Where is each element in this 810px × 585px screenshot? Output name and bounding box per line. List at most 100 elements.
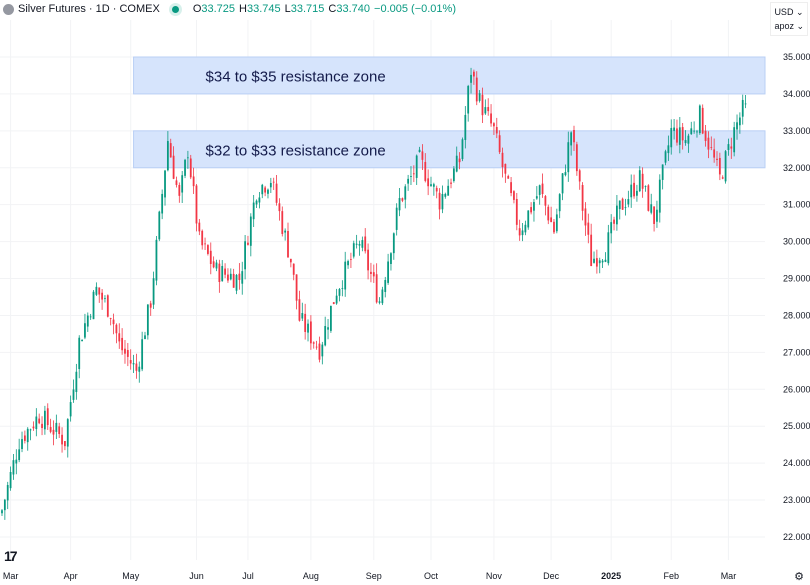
x-tick-label: Sep bbox=[366, 571, 382, 581]
candle-body bbox=[435, 187, 438, 192]
candle-body bbox=[224, 268, 226, 275]
y-tick-label: 35.000 bbox=[783, 52, 810, 62]
candle-body bbox=[604, 259, 607, 262]
candle-body bbox=[613, 219, 615, 224]
candle-body bbox=[581, 185, 584, 211]
unit-dropdown[interactable]: apoz ⌄ bbox=[774, 21, 804, 31]
candle-body bbox=[401, 198, 404, 201]
candle-body bbox=[601, 260, 604, 263]
candle-body bbox=[587, 222, 590, 235]
candle-body bbox=[452, 168, 455, 182]
candle-body bbox=[61, 434, 63, 445]
candle-body bbox=[630, 184, 633, 198]
candle-body bbox=[238, 273, 241, 281]
candle-body bbox=[144, 335, 146, 340]
candle-body bbox=[241, 271, 244, 284]
x-tick-label: Jun bbox=[189, 571, 204, 581]
candle-body bbox=[350, 259, 352, 260]
candle-body bbox=[741, 99, 744, 117]
candle-body bbox=[713, 149, 716, 158]
candle-body bbox=[204, 243, 206, 245]
symbol-title[interactable]: Silver Futures · 1D · COMEX bbox=[18, 3, 160, 15]
candle-body bbox=[704, 130, 707, 141]
currency-dropdown[interactable]: USD ⌄ bbox=[774, 7, 804, 17]
candle-body bbox=[407, 178, 410, 184]
y-tick-label: 27.000 bbox=[783, 347, 810, 357]
candle-body bbox=[378, 301, 381, 303]
candle-body bbox=[513, 191, 515, 200]
candle-body bbox=[258, 197, 261, 203]
candle-body bbox=[149, 303, 152, 308]
candle-body bbox=[693, 130, 696, 132]
candle-body bbox=[421, 151, 424, 160]
candle-body bbox=[35, 416, 38, 430]
resistance-zone bbox=[133, 56, 766, 95]
x-tick-label: Aug bbox=[303, 571, 319, 581]
candle-body bbox=[490, 113, 492, 124]
candle-body bbox=[644, 186, 647, 187]
candle-body bbox=[467, 85, 470, 114]
candle-body bbox=[41, 423, 43, 429]
candle-body bbox=[81, 340, 83, 342]
candle-body bbox=[664, 151, 667, 163]
candle-body bbox=[633, 182, 635, 197]
candle-body bbox=[232, 273, 235, 288]
candle-body bbox=[38, 418, 41, 424]
candle-body bbox=[610, 222, 613, 234]
candle-body bbox=[289, 258, 292, 263]
candle-body bbox=[192, 176, 195, 187]
candle-body bbox=[641, 173, 644, 189]
tradingview-logo[interactable]: 17 bbox=[4, 548, 18, 564]
candle-body bbox=[69, 402, 72, 417]
candle-body bbox=[404, 186, 407, 200]
candle-body bbox=[395, 207, 398, 230]
x-tick-label: Apr bbox=[64, 571, 78, 581]
candle-body bbox=[247, 242, 249, 245]
candle-body bbox=[475, 77, 478, 102]
candle-body bbox=[398, 198, 401, 211]
candle-body bbox=[66, 419, 69, 447]
candle-body bbox=[46, 408, 49, 426]
candle-body bbox=[64, 441, 66, 447]
x-tick-label: Mar bbox=[3, 571, 19, 581]
candle-body bbox=[730, 146, 733, 149]
candle-body bbox=[627, 199, 630, 205]
candle-body bbox=[338, 289, 341, 296]
candle-body bbox=[104, 298, 106, 299]
candle-body bbox=[118, 333, 121, 342]
candle-body bbox=[387, 261, 389, 283]
candle-body bbox=[347, 261, 349, 266]
candle-body bbox=[410, 176, 412, 178]
candle-body bbox=[244, 241, 246, 270]
candle-body bbox=[332, 302, 335, 304]
candle-body bbox=[29, 429, 32, 431]
candle-body bbox=[507, 176, 510, 179]
candle-body bbox=[590, 234, 593, 267]
candle-body bbox=[418, 149, 421, 152]
candle-body bbox=[656, 209, 658, 222]
candle-body bbox=[370, 271, 372, 274]
resistance-zone-label: $32 to $33 resistance zone bbox=[206, 142, 386, 159]
candle-body bbox=[109, 318, 112, 319]
candle-body bbox=[696, 131, 698, 133]
candle-body bbox=[212, 261, 215, 268]
candle-body bbox=[670, 127, 673, 148]
candle-body bbox=[567, 142, 570, 173]
candle-body bbox=[249, 216, 252, 246]
candle-body bbox=[292, 263, 295, 275]
high-label: H bbox=[239, 3, 247, 15]
candle-body bbox=[744, 103, 747, 105]
candle-body bbox=[124, 348, 126, 354]
candle-body bbox=[424, 161, 427, 181]
candle-body bbox=[616, 205, 618, 225]
candle-body bbox=[684, 140, 687, 144]
candle-body bbox=[538, 185, 541, 195]
candle-body bbox=[78, 337, 81, 370]
y-tick-label: 22.000 bbox=[783, 532, 810, 542]
settings-icon[interactable]: ⚙ bbox=[794, 571, 804, 583]
candle-body bbox=[15, 459, 18, 464]
candle-body bbox=[309, 321, 312, 344]
candle-body bbox=[184, 159, 186, 176]
candle-body bbox=[189, 158, 192, 178]
